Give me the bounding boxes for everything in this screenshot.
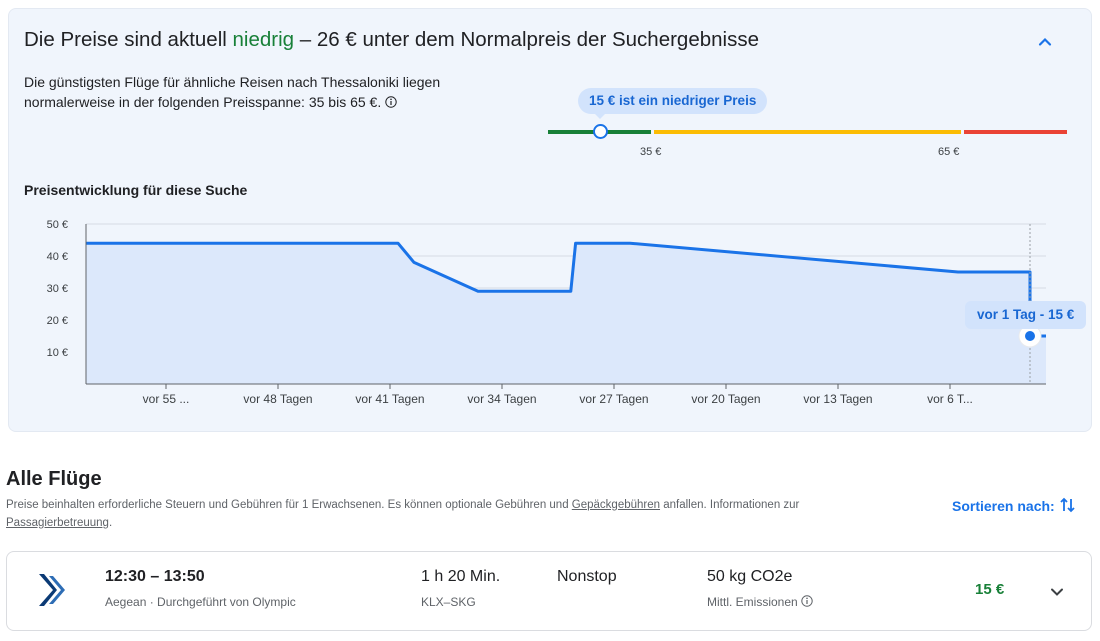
description-text: Die günstigsten Flüge für ähnliche Reise…: [24, 74, 441, 110]
current-price-marker: [593, 124, 608, 139]
aegean-airline-logo-icon: [39, 574, 65, 606]
all-flights-heading: Alle Flüge: [6, 468, 102, 490]
x-tick-label: vor 27 Tagen: [579, 392, 648, 406]
disclaimer-end: .: [108, 517, 113, 529]
y-tick-label: 50 €: [47, 219, 68, 231]
flight-price: 15 €: [975, 581, 1005, 598]
price-disclaimer: Preise beinhalten erforderliche Steuern …: [6, 496, 906, 532]
info-icon[interactable]: [385, 96, 397, 108]
emissions-label: Mittl. Emissionen: [707, 595, 813, 609]
price-insight-headline: Die Preise sind aktuell niedrig – 26 € u…: [24, 28, 759, 52]
current-price-bubble: 15 € ist ein niedriger Preis: [578, 88, 768, 114]
x-tick-label: vor 20 Tagen: [691, 392, 760, 406]
baggage-fees-link[interactable]: Gepäckgebühren: [571, 499, 661, 511]
sort-label: Sortieren nach:: [952, 498, 1055, 514]
x-tick-label: vor 6 T...: [927, 392, 973, 406]
range-low-label: 35 €: [640, 146, 662, 158]
flight-route: KLX–SKG: [421, 595, 476, 609]
y-tick-label: 30 €: [47, 283, 68, 295]
flight-duration: 1 h 20 Min.: [421, 568, 501, 585]
range-bar-typical: [654, 130, 961, 134]
x-tick-label: vor 48 Tagen: [243, 392, 312, 406]
price-line: [86, 241, 1046, 338]
flight-times: 12:30 – 13:50: [105, 568, 205, 585]
y-tick-label: 40 €: [47, 251, 68, 263]
sort-button[interactable]: Sortieren nach:: [952, 496, 1077, 514]
chart-tooltip: vor 1 Tag - 15 €: [965, 301, 1087, 329]
headline-prefix: Die Preise sind aktuell: [24, 28, 233, 51]
sort-arrows-icon: [1059, 497, 1075, 513]
flight-stops: Nonstop: [557, 568, 617, 585]
expand-chevron-down-icon[interactable]: [1045, 580, 1069, 604]
disclaimer-text: Preise beinhalten erforderliche Steuern …: [6, 499, 572, 511]
headline-suffix: – 26 € unter dem Normalpreis der Sucherg…: [294, 28, 759, 51]
flight-airline: Aegean · Durchgeführt von Olympic: [105, 595, 296, 609]
y-tick-label: 10 €: [47, 347, 68, 359]
range-bar-high: [964, 130, 1067, 134]
price-history-chart[interactable]: 50 € 40 € 30 € 20 € 10 € vor 55 ... vor 48 Tag…: [0, 200, 1100, 420]
price-area: [86, 243, 1046, 384]
passenger-assistance-link[interactable]: Passagierbetreuung: [6, 517, 109, 529]
collapse-chevron-up-icon[interactable]: [1033, 30, 1057, 54]
x-tick-label: vor 55 ...: [143, 392, 190, 406]
range-high-label: 65 €: [938, 146, 960, 158]
y-tick-label: 20 €: [47, 315, 68, 327]
info-icon[interactable]: [801, 595, 813, 607]
price-range-description: Die günstigsten Flüge für ähnliche Reise…: [24, 72, 444, 112]
price-bubble-pointer: [594, 113, 606, 119]
price-history-title: Preisentwicklung für diese Suche: [24, 182, 248, 198]
x-tick-label: vor 34 Tagen: [467, 392, 536, 406]
flight-co2: 50 kg CO2e: [707, 568, 793, 585]
disclaimer-text-2: anfallen. Informationen zur: [660, 499, 800, 511]
highlight-point: [1025, 331, 1035, 341]
emissions-text: Mittl. Emissionen: [707, 595, 798, 609]
flight-result-row[interactable]: 12:30 – 13:50 Aegean · Durchgeführt von …: [6, 551, 1092, 631]
x-tick-label: vor 13 Tagen: [803, 392, 872, 406]
price-level-label: niedrig: [232, 28, 295, 51]
x-tick-label: vor 41 Tagen: [355, 392, 424, 406]
